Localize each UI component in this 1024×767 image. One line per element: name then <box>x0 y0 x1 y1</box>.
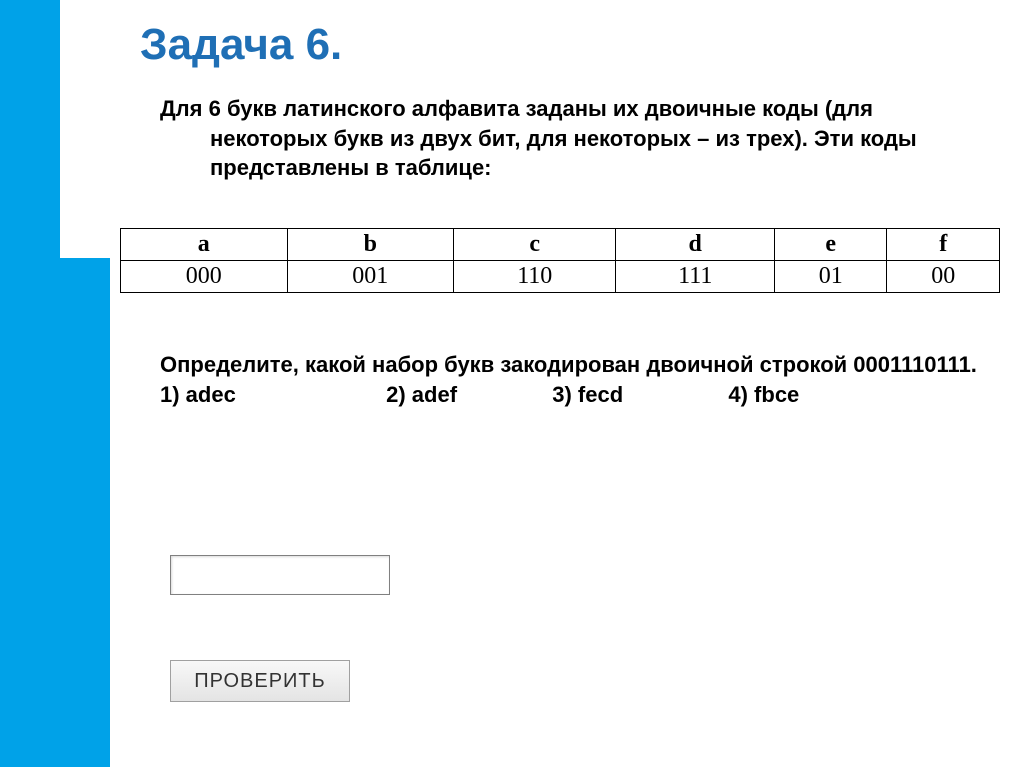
option-4: 4) fbce <box>728 382 799 408</box>
question-block: Определите, какой набор букв закодирован… <box>160 350 984 408</box>
val-c: 110 <box>454 261 616 293</box>
decorative-strip-top <box>0 0 60 258</box>
table-header-row: a b c d e f <box>121 229 1000 261</box>
val-e: 01 <box>774 261 887 293</box>
task-title: Задача 6. <box>140 20 994 70</box>
content-area: Задача 6. Для 6 букв латинского алфавита… <box>110 20 994 183</box>
val-a: 000 <box>121 261 288 293</box>
answer-input[interactable] <box>170 555 390 595</box>
check-button[interactable]: ПРОВЕРИТЬ <box>170 660 350 702</box>
answer-options: 1) adec 2) adef 3) fecd 4) fbce <box>160 382 984 408</box>
option-2: 2) adef <box>386 382 546 408</box>
col-b: b <box>287 229 454 261</box>
option-1: 1) adec <box>160 382 380 408</box>
task-intro: Для 6 букв латинского алфавита заданы их… <box>160 94 994 183</box>
question-prompt: Определите, какой набор букв закодирован… <box>160 350 984 380</box>
code-table-wrap: a b c d e f 000 001 110 111 01 00 <box>120 228 1000 293</box>
table-value-row: 000 001 110 111 01 00 <box>121 261 1000 293</box>
col-c: c <box>454 229 616 261</box>
col-a: a <box>121 229 288 261</box>
val-f: 00 <box>887 261 1000 293</box>
col-f: f <box>887 229 1000 261</box>
col-e: e <box>774 229 887 261</box>
col-d: d <box>616 229 774 261</box>
val-d: 111 <box>616 261 774 293</box>
decorative-strip-bottom <box>0 258 110 767</box>
val-b: 001 <box>287 261 454 293</box>
code-table: a b c d e f 000 001 110 111 01 00 <box>120 228 1000 293</box>
option-3: 3) fecd <box>552 382 722 408</box>
slide-frame: Задача 6. Для 6 букв латинского алфавита… <box>0 0 1024 767</box>
